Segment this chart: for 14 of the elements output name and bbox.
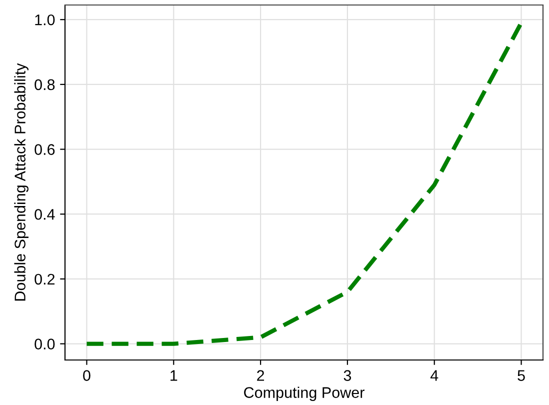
x-tick-label: 1 <box>170 370 178 381</box>
y-tick-label: 0.0 <box>34 338 55 350</box>
x-axis-title: Computing Power <box>244 386 364 401</box>
x-tick-label: 0 <box>83 370 90 381</box>
y-axis-title: Double Spending Attack Probability <box>14 63 28 301</box>
y-tick-label: 0.8 <box>34 79 55 90</box>
y-tick-label: 0.2 <box>34 274 55 285</box>
y-tick-label: 0.6 <box>34 144 55 155</box>
x-tick-label: 4 <box>430 370 438 381</box>
x-tick-label: 3 <box>344 370 352 381</box>
y-tick-label: 1.0 <box>35 14 55 26</box>
x-tick-label: 5 <box>518 370 525 381</box>
y-tick-label: 0.4 <box>34 208 55 220</box>
x-tick-label: 2 <box>257 370 264 381</box>
